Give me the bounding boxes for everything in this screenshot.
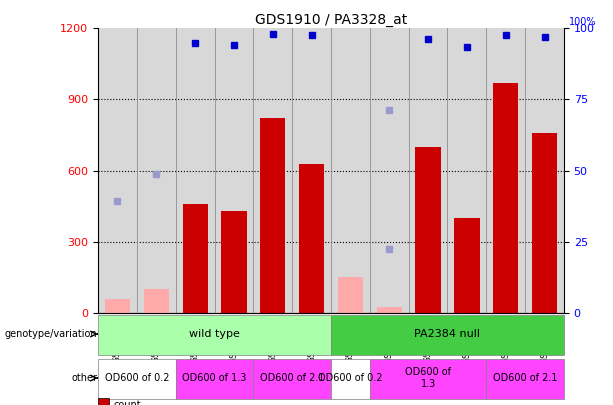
Bar	[532, 133, 557, 313]
Text: OD600 of 0.2: OD600 of 0.2	[318, 373, 383, 383]
Bar	[331, 359, 370, 399]
Text: genotype/variation: genotype/variation	[5, 329, 97, 339]
Text: other: other	[71, 373, 97, 383]
Bar	[143, 289, 169, 313]
Bar	[493, 83, 519, 313]
Bar	[215, 28, 253, 313]
Bar	[486, 28, 525, 313]
Bar	[370, 359, 486, 399]
Bar	[331, 315, 564, 355]
Bar	[416, 147, 441, 313]
Bar	[253, 28, 292, 313]
Bar	[299, 164, 324, 313]
Text: 100%: 100%	[569, 17, 596, 27]
Bar	[260, 118, 286, 313]
Bar	[376, 307, 402, 313]
Bar	[486, 359, 564, 399]
Text: OD600 of 0.2: OD600 of 0.2	[105, 373, 169, 383]
Bar	[98, 28, 137, 313]
Bar	[98, 359, 176, 399]
Bar	[409, 28, 447, 313]
Bar	[253, 359, 331, 399]
Text: OD600 of 2.1: OD600 of 2.1	[260, 373, 324, 383]
Text: count: count	[113, 400, 141, 405]
Bar	[292, 28, 331, 313]
Bar	[183, 204, 208, 313]
Bar	[525, 28, 564, 313]
Bar	[176, 359, 253, 399]
Bar	[331, 28, 370, 313]
Bar	[105, 298, 130, 313]
Text: OD600 of 1.3: OD600 of 1.3	[182, 373, 247, 383]
Bar	[176, 28, 215, 313]
Title: GDS1910 / PA3328_at: GDS1910 / PA3328_at	[255, 13, 407, 27]
Bar	[98, 315, 331, 355]
Bar	[454, 218, 479, 313]
Bar	[447, 28, 486, 313]
Bar	[137, 28, 176, 313]
Bar	[338, 277, 363, 313]
Bar	[221, 211, 246, 313]
Text: OD600 of
1.3: OD600 of 1.3	[405, 367, 451, 389]
Bar	[370, 28, 409, 313]
Text: wild type: wild type	[189, 329, 240, 339]
Text: PA2384 null: PA2384 null	[414, 329, 481, 339]
Text: OD600 of 2.1: OD600 of 2.1	[493, 373, 557, 383]
